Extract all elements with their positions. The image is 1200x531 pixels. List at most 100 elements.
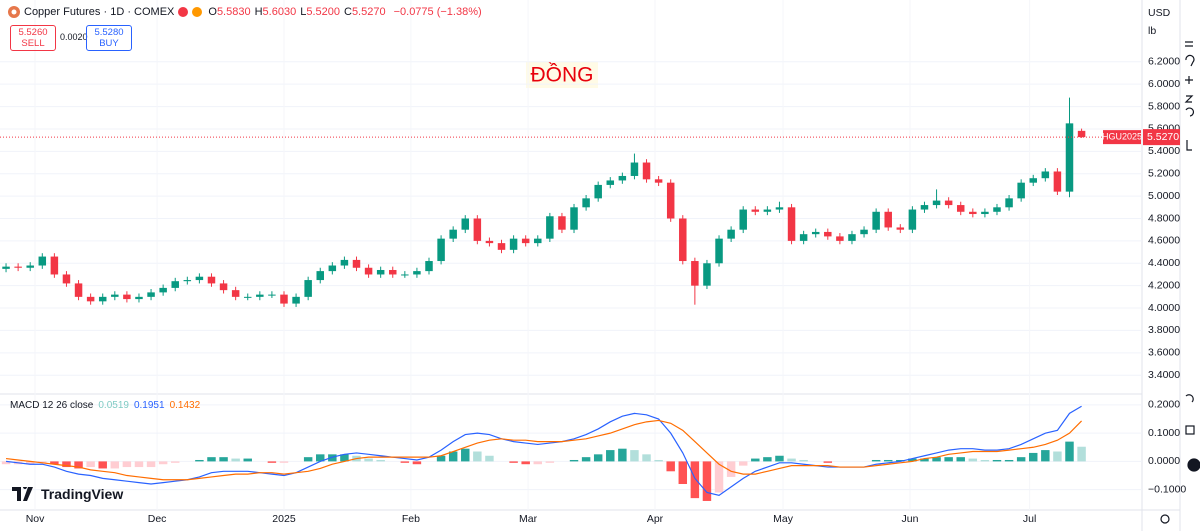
candle-body [461, 218, 470, 230]
candle-body [993, 207, 1001, 212]
y-tick-label: 0.2000 [1148, 399, 1180, 411]
toolbar-icon[interactable] [1185, 425, 1195, 435]
histogram-bar [1004, 459, 1014, 462]
candle-body [703, 263, 711, 286]
histogram-bar [461, 448, 470, 462]
candle-body [364, 267, 373, 275]
y-tick-label: 6.0000 [1148, 78, 1180, 90]
buy-price: 5.5280 [94, 27, 124, 38]
symbol-name[interactable]: Copper Futures · 1D · COMEX [24, 6, 175, 18]
unit[interactable]: lb [1148, 25, 1156, 37]
candle-body [376, 269, 385, 275]
histogram-bar [376, 459, 385, 462]
candle-body [50, 256, 59, 275]
sell-button[interactable]: 5.5260 SELL [10, 25, 56, 51]
histogram-bar [158, 461, 168, 465]
candle-body [401, 274, 409, 276]
histogram-bar [714, 461, 724, 493]
histogram-bar [726, 461, 736, 477]
candle-body [534, 238, 542, 244]
x-tick-label: Dec [148, 513, 167, 525]
toolbar-icon[interactable] [1187, 458, 1200, 472]
candle-body [836, 236, 844, 241]
y-tick-label: 6.2000 [1148, 56, 1180, 68]
candle-body [570, 207, 578, 230]
x-tick-label: Jun [902, 513, 919, 525]
candle-body [437, 238, 445, 262]
ohlc-key: C [343, 6, 352, 18]
candle-body [811, 231, 820, 235]
candle-body [1005, 198, 1013, 208]
brand-logo [12, 487, 33, 501]
toolbar-icon[interactable] [1186, 140, 1192, 151]
candle-body [872, 211, 880, 230]
histogram-bar [25, 461, 35, 465]
symbol-tag-text: HGU2025 [1102, 131, 1142, 141]
candle-body [111, 294, 119, 297]
candle-body [195, 276, 204, 281]
candle-body [799, 234, 808, 241]
candle-body [1041, 171, 1050, 179]
candle-body [38, 256, 47, 266]
candle-body [679, 218, 687, 262]
candle-body [243, 296, 252, 298]
title-highlight [526, 62, 598, 88]
macd-value: 0.1951 [133, 400, 165, 411]
settings-icon[interactable] [1160, 514, 1170, 524]
candle-body [231, 290, 240, 297]
histogram-bar [1029, 452, 1038, 462]
toolbar-icon[interactable] [1185, 394, 1194, 403]
toolbar-icon[interactable] [1185, 107, 1194, 117]
candle-body [497, 243, 506, 250]
candle-body [896, 227, 905, 230]
candle-body [316, 271, 324, 281]
candle-body [62, 274, 71, 284]
histogram-bar [340, 454, 349, 462]
x-tick-label: Feb [402, 513, 420, 525]
y-tick-label: 5.8000 [1148, 100, 1180, 112]
y-tick-label: 4.0000 [1148, 302, 1180, 314]
candle-body [135, 296, 143, 300]
sell-label: SELL [21, 38, 45, 49]
candle-body [485, 240, 494, 244]
candle-body [956, 205, 965, 212]
candle-body [389, 269, 397, 275]
toolbar-icon[interactable] [1185, 41, 1193, 47]
candle-body [666, 182, 675, 219]
histogram-bar [279, 461, 289, 463]
candle-body [654, 179, 663, 183]
candle-body [425, 261, 433, 272]
branding[interactable]: TradingView [12, 486, 123, 502]
histogram-bar [980, 459, 990, 462]
macd-line [5, 405, 1082, 496]
ohlc-value: 5.5830 [216, 6, 251, 18]
macd-title[interactable]: MACD 12 26 close [10, 400, 94, 411]
currency[interactable]: USD [1148, 7, 1171, 19]
candle-body [1065, 123, 1074, 192]
histogram-bar [908, 458, 917, 462]
spread: 0.0020 [60, 32, 88, 42]
candle-body [884, 211, 892, 228]
buy-button[interactable]: 5.5280 BUY [86, 25, 132, 51]
histogram-bar [642, 454, 651, 462]
ohlc-value: 5.5270 [351, 6, 386, 18]
candle-body [256, 294, 264, 297]
chart-title: ĐỒNG [531, 63, 594, 87]
toolbar-icon[interactable] [1185, 76, 1193, 84]
macd-line [5, 419, 1083, 481]
histogram-bar [666, 461, 675, 472]
histogram-bar [122, 461, 132, 468]
candle-body [268, 294, 276, 296]
candle-body [171, 281, 179, 288]
candle-body [98, 296, 107, 302]
price-change: −0.0775 (−1.38%) [393, 6, 482, 18]
candle-body [123, 294, 131, 300]
candle-body [739, 209, 747, 230]
candle-body [449, 229, 457, 239]
candle-body [26, 265, 34, 268]
toolbar-icon[interactable] [1185, 54, 1195, 67]
histogram-bar [654, 459, 663, 462]
toolbar-icon[interactable] [1184, 95, 1194, 103]
histogram-bar [1053, 451, 1062, 462]
histogram-bar [412, 461, 422, 465]
